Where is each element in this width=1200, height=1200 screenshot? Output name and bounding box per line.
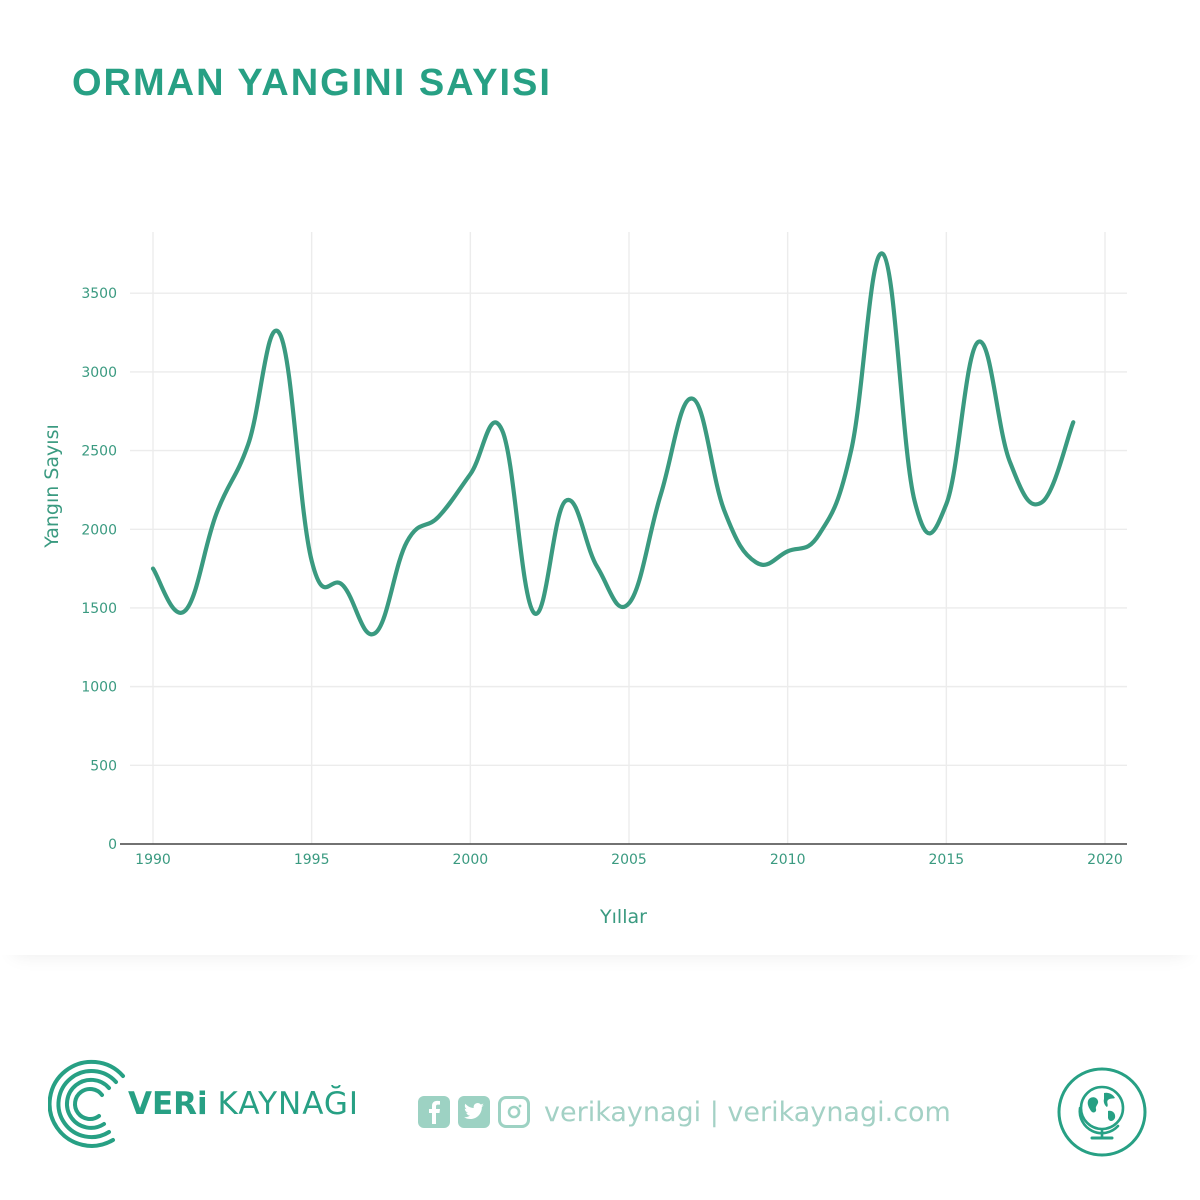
y-tick-label: 2000 xyxy=(81,522,117,538)
instagram-icon[interactable] xyxy=(498,1096,530,1128)
chart-area: 1990 1995 2000 2005 2010 2015 2020 0 500 1000 1500… xyxy=(0,130,1200,955)
page-title: ORMAN YANGINI SAYISI xyxy=(72,62,552,104)
line-chart: 1990 1995 2000 2005 2010 2015 2020 0 500 1000 1500… xyxy=(41,232,1127,928)
social-handles: verikaynagi | verikaynagi.com xyxy=(544,1096,951,1128)
brand-logo[interactable]: VERi KAYNAĞI xyxy=(48,1058,358,1148)
x-tick-label: 2000 xyxy=(453,852,489,868)
y-tick-label: 2500 xyxy=(81,444,117,460)
y-tick-label: 1500 xyxy=(81,601,117,617)
x-tick-label: 2010 xyxy=(770,852,806,868)
y-tick-label: 500 xyxy=(90,758,117,774)
y-tick-label: 0 xyxy=(108,837,117,853)
y-tick-label: 3500 xyxy=(81,286,117,302)
brand-name: VERi KAYNAĞI xyxy=(128,1086,359,1122)
brand-name-bold: VERi xyxy=(128,1086,208,1122)
y-tick-label: 1000 xyxy=(81,680,117,696)
x-tick-label: 2005 xyxy=(611,852,647,868)
social-links: verikaynagi | verikaynagi.com xyxy=(418,1094,951,1130)
x-tick-label: 2020 xyxy=(1087,852,1123,868)
y-axis-title: Yangın Sayısı xyxy=(41,424,63,549)
logo-rings-icon xyxy=(48,1059,125,1148)
x-tick-label: 1990 xyxy=(135,852,171,868)
twitter-icon[interactable] xyxy=(458,1096,490,1128)
x-tick-label: 2015 xyxy=(929,852,965,868)
series-line xyxy=(150,251,1076,637)
brand-name-light: KAYNAĞI xyxy=(217,1086,360,1122)
y-tick-label: 3000 xyxy=(81,365,117,381)
x-tick-label: 1995 xyxy=(294,852,330,868)
globe-icon xyxy=(1057,1067,1147,1157)
x-axis-title: Yıllar xyxy=(599,906,647,928)
facebook-icon[interactable] xyxy=(418,1096,450,1128)
